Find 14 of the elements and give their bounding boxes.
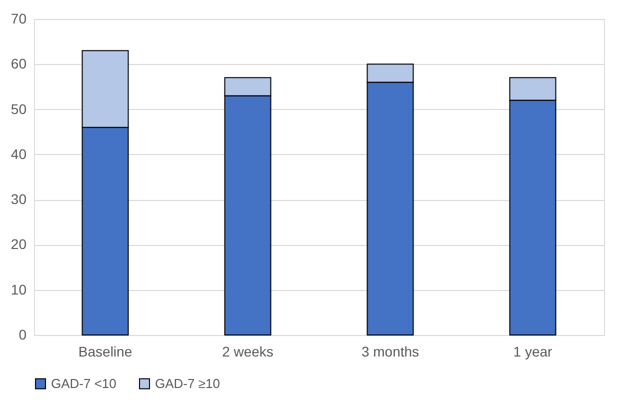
y-tick-label: 10 [10, 281, 27, 298]
y-tick-label: 40 [10, 146, 27, 162]
x-tick-label: 3 months [361, 344, 420, 360]
y-tick-label: 60 [10, 56, 27, 72]
y-tick-label: 50 [10, 100, 27, 117]
legend-label: GAD-7 ≥10 [155, 376, 220, 391]
x-tick-label: Baseline [78, 344, 132, 360]
y-tick-label: 30 [10, 191, 27, 208]
y-tick-label: 20 [10, 236, 27, 252]
legend-label: GAD-7 <10 [51, 376, 116, 391]
x-tick-label: 1 year [513, 344, 553, 360]
y-tick-label: 0 [18, 326, 27, 342]
y-tick-label: 70 [10, 10, 27, 26]
x-tick-label: 2 weeks [222, 344, 274, 360]
